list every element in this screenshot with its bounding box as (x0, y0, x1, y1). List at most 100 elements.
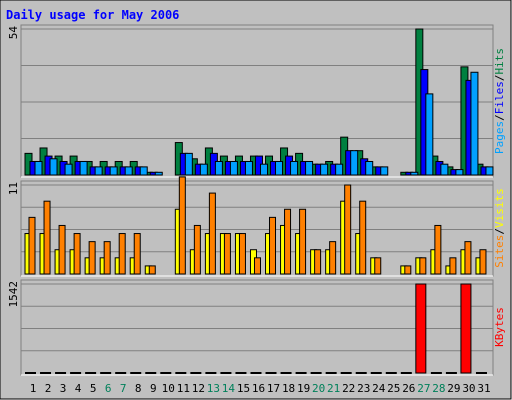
bar-kbytes-day-16 (250, 372, 262, 374)
x-tick-label: 16 (252, 382, 265, 395)
bar-sites-day-16 (253, 257, 261, 275)
bar-pages-day-20 (320, 163, 329, 176)
panel-kbytes: 1542 KBytes (7, 279, 506, 376)
bar-pages-day-28 (440, 163, 449, 176)
bar-sites-day-17 (269, 216, 277, 275)
x-tick-label: 28 (432, 382, 445, 395)
bar-kbytes-day-12 (190, 372, 202, 374)
x-tick-label: 11 (177, 382, 190, 395)
x-tick-label: 26 (402, 382, 415, 395)
bar-pages-day-23 (365, 160, 374, 176)
series-axis-label: Pages/Files/Hits (493, 48, 506, 154)
axis-label-part: Pages (493, 121, 506, 154)
bar-sites-day-5 (88, 241, 96, 275)
bar-pages-day-3 (64, 163, 73, 176)
bar-pages-day-19 (305, 160, 314, 176)
bar-kbytes-day-9 (145, 372, 157, 374)
bar-sites-day-20 (314, 249, 322, 275)
x-tick-label: 25 (387, 382, 400, 395)
x-tick-label: 31 (477, 382, 490, 395)
bar-sites-day-14 (223, 233, 231, 275)
axis-label-part: Sites (493, 235, 506, 268)
bar-kbytes-day-2 (40, 372, 52, 374)
bar-kbytes-day-30 (460, 283, 472, 374)
bar-kbytes-day-19 (295, 372, 307, 374)
bar-pages-day-1 (34, 160, 43, 176)
bar-sites-day-4 (73, 233, 81, 275)
x-tick-label: 1 (30, 382, 37, 395)
bar-sites-day-26 (404, 265, 412, 275)
bar-sites-day-28 (434, 224, 442, 275)
bar-kbytes-day-10 (160, 372, 172, 374)
bar-kbytes-day-15 (235, 372, 247, 374)
bar-pages-day-6 (109, 166, 118, 176)
series-axis-label: KBytes (493, 307, 506, 347)
x-tick-label: 9 (150, 382, 157, 395)
x-tick-label: 21 (327, 382, 340, 395)
bar-pages-day-21 (335, 163, 344, 176)
bar-sites-day-8 (133, 233, 141, 275)
bar-kbytes-day-27 (415, 283, 427, 374)
bar-kbytes-day-23 (355, 372, 367, 374)
bar-sites-day-2 (43, 200, 51, 275)
bar-kbytes-day-26 (400, 372, 412, 374)
bar-sites-day-24 (374, 257, 382, 275)
bar-sites-day-23 (359, 200, 367, 275)
bar-pages-day-16 (259, 163, 268, 176)
x-tick-label: 14 (222, 382, 236, 395)
bar-sites-day-21 (329, 241, 337, 275)
bar-kbytes-day-22 (340, 372, 352, 374)
bar-kbytes-day-25 (385, 372, 397, 374)
scale-max-label: 11 (7, 182, 20, 195)
axis-label-part: / (493, 75, 506, 82)
bar-pages-day-27 (425, 93, 434, 176)
bar-sites-day-18 (284, 208, 292, 275)
bar-sites-day-29 (449, 257, 457, 275)
bar-sites-day-19 (299, 208, 307, 275)
panel-visits-sites: 11 Sites/Visits (7, 176, 506, 277)
bar-sites-day-30 (464, 241, 472, 275)
bar-pages-day-24 (380, 166, 389, 176)
chart-title: Daily usage for May 2006 (6, 8, 179, 22)
bar-pages-day-5 (94, 166, 103, 176)
bar-pages-day-15 (244, 160, 253, 176)
bar-pages-day-22 (350, 150, 359, 176)
x-tick-label: 15 (237, 382, 250, 395)
bar-pages-day-4 (79, 160, 88, 176)
x-tick-label: 29 (447, 382, 460, 395)
bar-sites-day-27 (419, 257, 427, 275)
x-tick-label: 6 (105, 382, 112, 395)
x-tick-label: 13 (207, 382, 220, 395)
bar-pages-day-18 (290, 160, 299, 176)
bar-pages-day-9 (154, 171, 163, 176)
bar-sites-day-7 (118, 233, 126, 275)
bar-kbytes-day-29 (445, 372, 457, 374)
bar-kbytes-day-21 (325, 372, 337, 374)
scale-max-label: 1542 (7, 281, 20, 308)
bar-kbytes-day-31 (475, 372, 487, 374)
bar-pages-day-30 (470, 71, 479, 176)
x-tick-label: 18 (282, 382, 295, 395)
bar-kbytes-day-5 (85, 372, 97, 374)
bar-kbytes-day-28 (430, 372, 442, 374)
bar-kbytes-day-20 (310, 372, 322, 374)
x-tick-label: 7 (120, 382, 127, 395)
axis-label-part: Visits (493, 188, 506, 228)
x-tick-label: 12 (192, 382, 205, 395)
x-tick-label: 3 (60, 382, 67, 395)
bar-kbytes-day-3 (55, 372, 67, 374)
bar-pages-day-2 (49, 158, 58, 176)
bar-sites-day-31 (479, 249, 487, 275)
axis-label-part: Hits (493, 48, 506, 75)
x-tick-label: 22 (342, 382, 355, 395)
bar-kbytes-day-1 (25, 372, 36, 374)
x-tick-label: 10 (162, 382, 175, 395)
bar-kbytes-day-17 (265, 372, 277, 374)
bar-kbytes-day-7 (115, 372, 127, 374)
bar-sites-day-3 (58, 224, 66, 275)
bar-pages-day-13 (214, 160, 223, 176)
scale-max-label: 54 (7, 26, 20, 40)
bar-sites-day-15 (238, 233, 246, 275)
